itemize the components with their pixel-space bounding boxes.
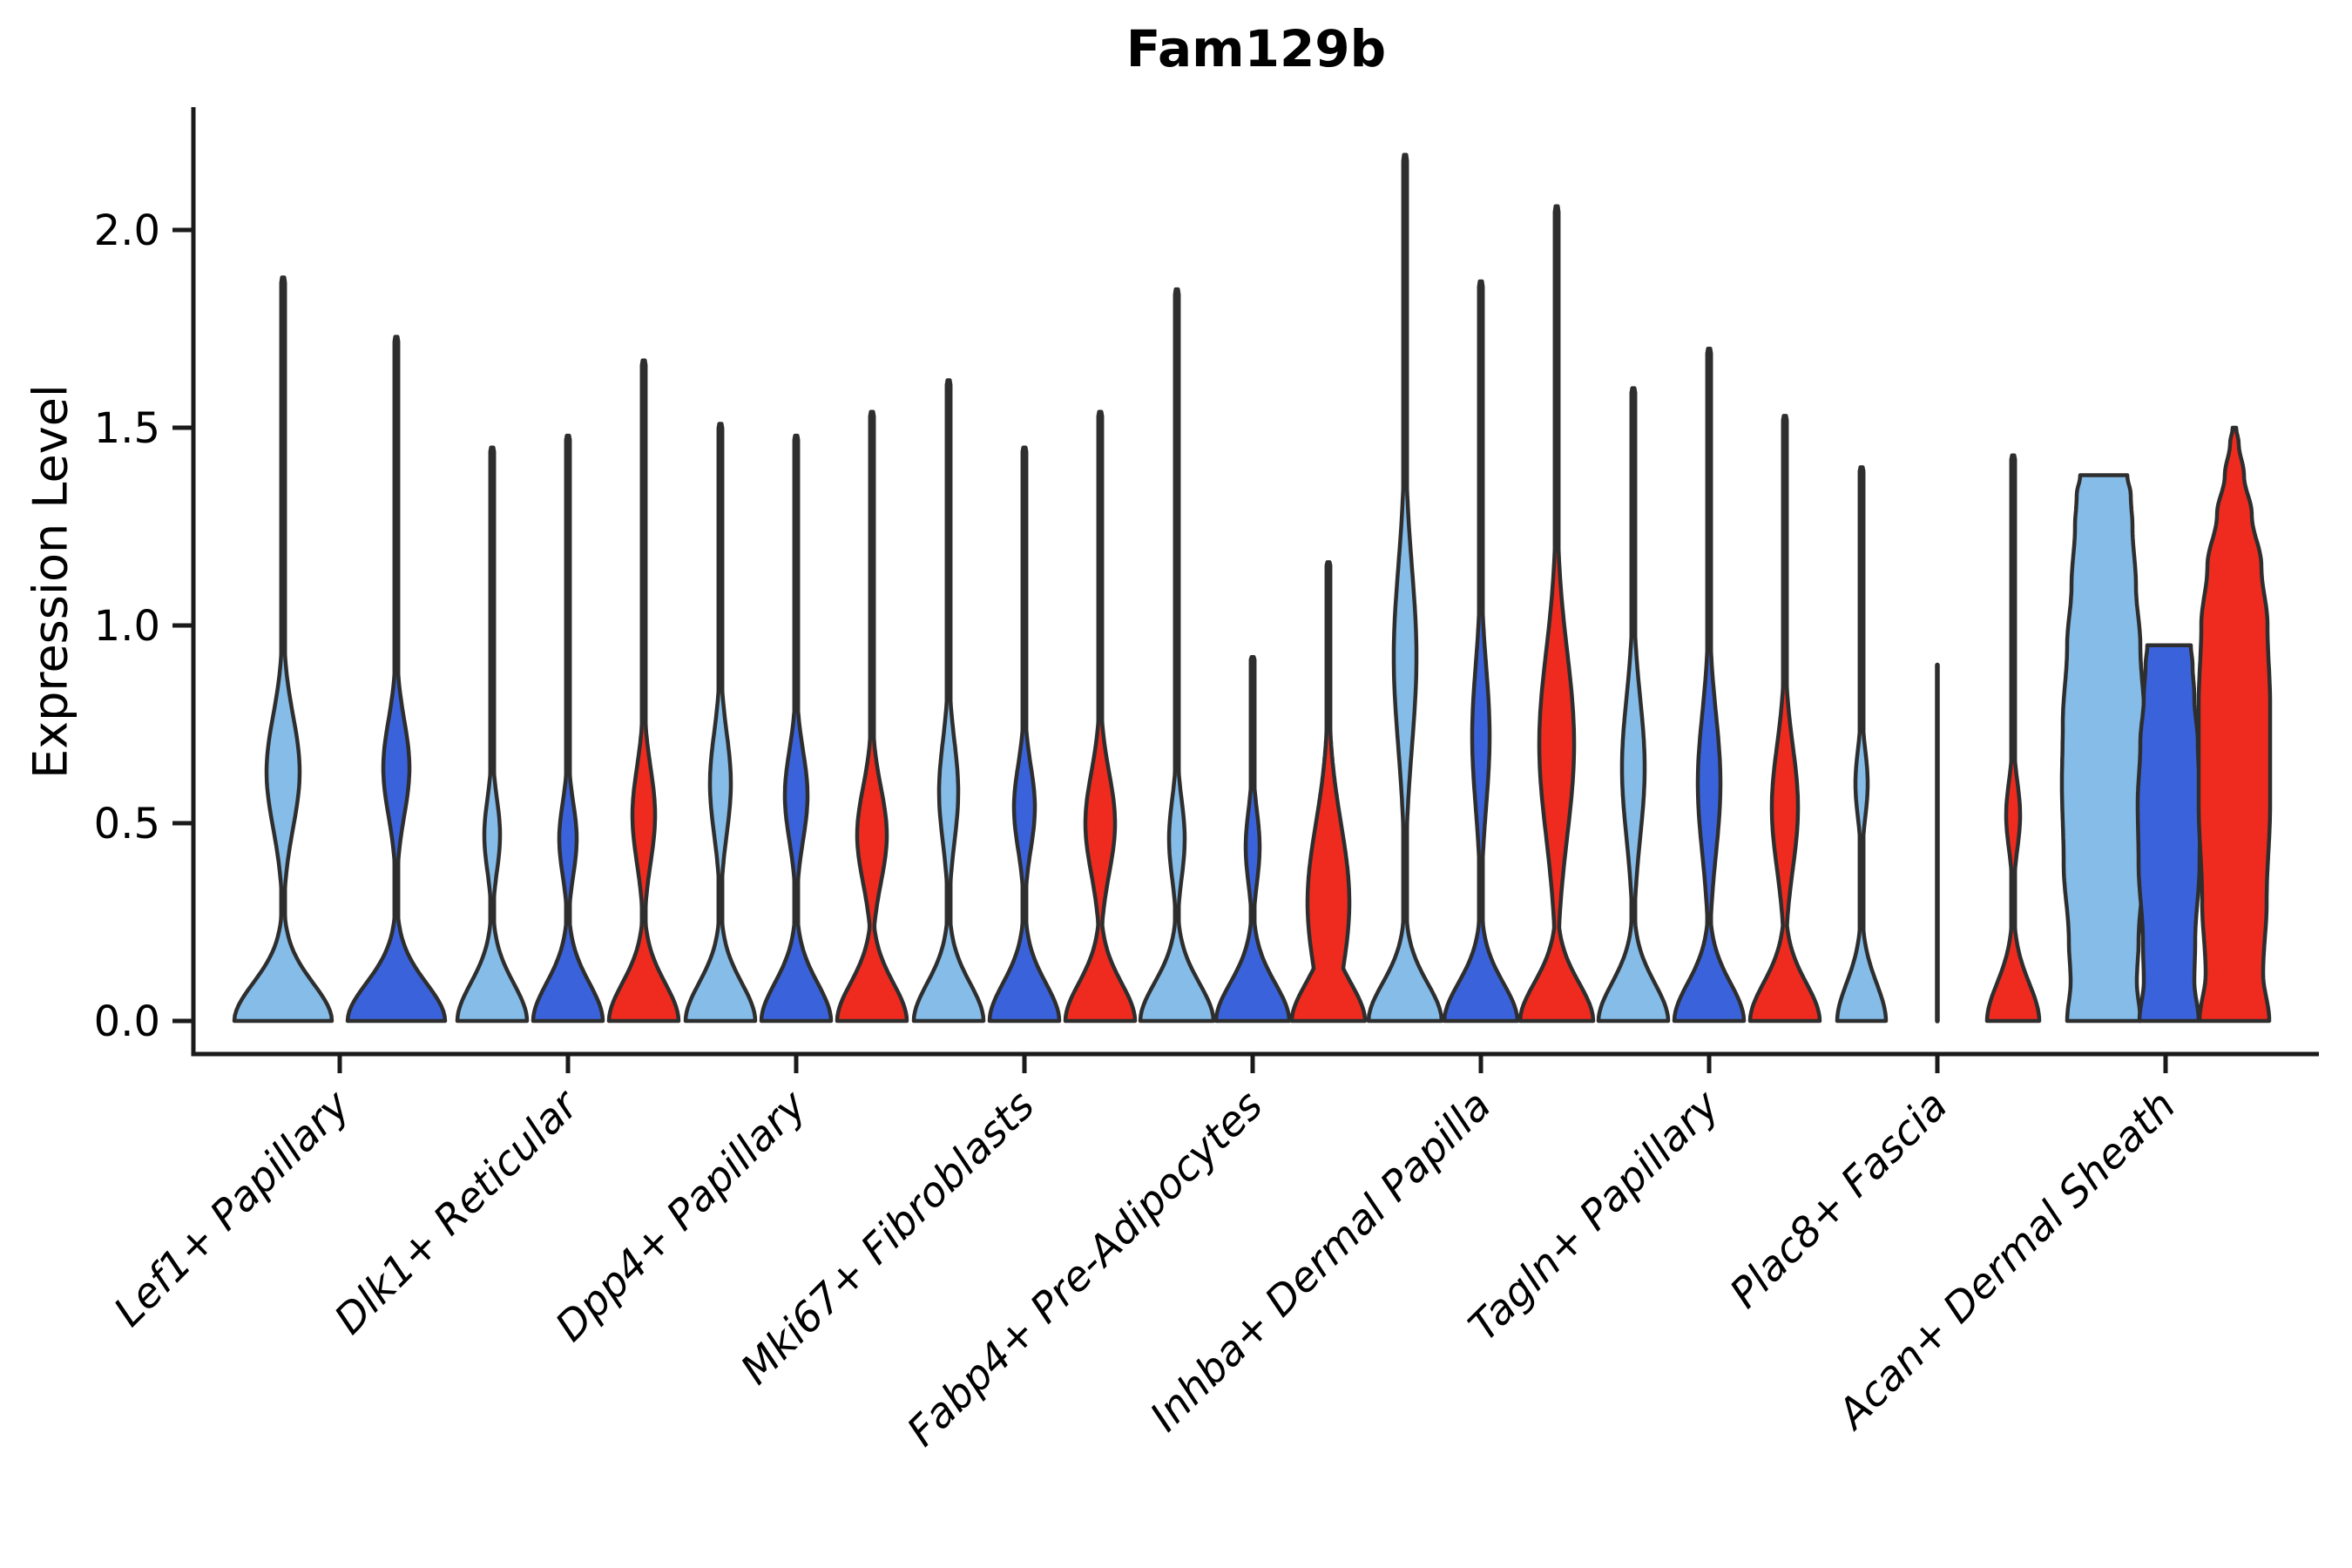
- violin-lef1-papillary-dark-blue: [345, 335, 448, 1024]
- x-tick-label: Lef1+ Papillary: [105, 1081, 360, 1336]
- axis-spines: [191, 107, 2319, 1057]
- violin-inhba-dermal-papilla-light-blue: [1366, 152, 1444, 1024]
- violin-dpp4-papillary-red: [835, 409, 909, 1024]
- violin-mki67-fibroblasts-red: [1063, 409, 1138, 1024]
- violin-fabp4-pre-adipocytes-red: [1289, 560, 1368, 1024]
- violin-dlk1-reticular-red: [606, 358, 681, 1024]
- violin-dpp4-papillary-light-blue: [683, 422, 758, 1024]
- violin-inhba-dermal-papilla-red: [1517, 204, 1596, 1024]
- x-tick-label: Tagln+ Papillary: [1460, 1081, 1730, 1351]
- x-tick-label: Plac8+ Fascia: [1720, 1082, 1957, 1318]
- violin-acan-dermal-sheath-dark-blue: [2135, 643, 2203, 1024]
- violin-fabp4-pre-adipocytes-dark-blue: [1213, 655, 1292, 1024]
- violin-dlk1-reticular-dark-blue: [531, 433, 605, 1024]
- violin-tagln-papillary-light-blue: [1596, 386, 1671, 1024]
- y-tick-label: 0.5: [94, 800, 160, 848]
- violin-lef1-papillary-light-blue: [232, 275, 335, 1024]
- axes: [191, 107, 2319, 1057]
- chart-title: Fam129b: [1125, 19, 1387, 78]
- y-tick-label: 0.0: [94, 997, 160, 1046]
- violins: [232, 152, 2273, 1024]
- y-tick-label: 1.5: [94, 404, 160, 453]
- x-tick-label: Dpp4+ Papillary: [546, 1081, 816, 1351]
- violin-mki67-fibroblasts-dark-blue: [987, 445, 1062, 1024]
- violin-plac8-fascia-red: [1984, 453, 2042, 1024]
- y-axis: 0.0 0.5 1.0 1.5 2.0: [94, 206, 193, 1046]
- violin-acan-dermal-sheath-red: [2196, 425, 2273, 1024]
- violin-inhba-dermal-papilla-dark-blue: [1442, 279, 1520, 1024]
- violin-tagln-papillary-red: [1747, 414, 1822, 1024]
- y-tick-label: 2.0: [94, 206, 160, 255]
- violin-dpp4-papillary-dark-blue: [759, 433, 834, 1024]
- y-tick-label: 1.0: [94, 602, 160, 651]
- violin-fabp4-pre-adipocytes-light-blue: [1138, 287, 1216, 1024]
- violin-acan-dermal-sheath-light-blue: [2059, 473, 2148, 1024]
- violin-mki67-fibroblasts-light-blue: [911, 378, 986, 1024]
- violin-dlk1-reticular-light-blue: [455, 445, 530, 1024]
- x-tick-label: Dlk1+ Reticular: [326, 1080, 590, 1344]
- violin-tagln-papillary-dark-blue: [1672, 346, 1747, 1024]
- violin-plac8-fascia-light-blue: [1835, 465, 1889, 1024]
